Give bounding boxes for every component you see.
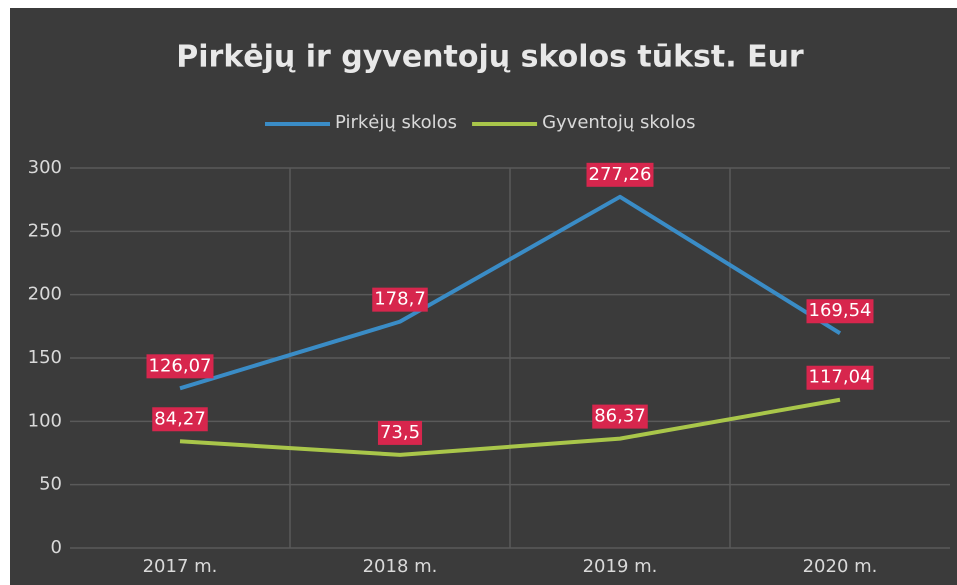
series-line [179,194,842,391]
data-label: 84,27 [154,408,206,429]
legend-label: Gyventojų skolos [542,112,696,133]
y-tick-label: 300 [28,157,62,178]
x-tick-label: 2017 m. [143,556,218,577]
data-label-bg [152,407,208,432]
chart-title: Pirkėjų ir gyventojų skolos tūkst. Eur [176,40,804,75]
data-label: 169,54 [809,300,872,321]
y-tick-label: 150 [28,347,62,368]
data-label-bg [372,287,428,312]
data-label-bg [586,162,654,187]
y-tick-label: 50 [39,474,62,495]
data-label-bg [377,420,423,445]
data-label: 73,5 [380,422,420,443]
data-label: 126,07 [149,355,212,376]
data-label-bg [806,365,874,390]
data-label-bg [806,299,874,324]
series-line [179,397,841,457]
y-tick-label: 0 [51,537,62,558]
data-label-bg [146,354,214,379]
y-tick-label: 250 [28,220,62,241]
data-label: 117,04 [809,367,872,388]
y-tick-label: 100 [28,410,62,431]
data-label: 178,7 [374,289,426,310]
data-label: 86,37 [594,406,646,427]
x-tick-label: 2020 m. [803,556,878,577]
y-tick-label: 200 [28,284,62,305]
x-tick-label: 2018 m. [363,556,438,577]
chart-background [10,8,957,585]
x-tick-label: 2019 m. [583,556,658,577]
data-label: 277,26 [589,164,652,185]
data-label-bg [592,404,648,429]
legend-label: Pirkėjų skolos [335,112,457,133]
